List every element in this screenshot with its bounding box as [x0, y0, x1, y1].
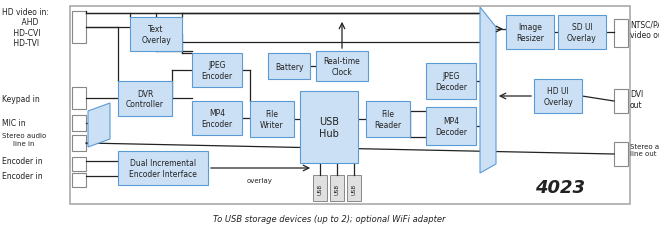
Text: 4023: 4023	[535, 178, 585, 196]
FancyBboxPatch shape	[268, 54, 310, 80]
FancyBboxPatch shape	[72, 157, 86, 171]
FancyBboxPatch shape	[426, 64, 476, 100]
FancyBboxPatch shape	[558, 16, 606, 50]
FancyBboxPatch shape	[118, 151, 208, 185]
Text: Real-time
Clock: Real-time Clock	[324, 57, 360, 76]
Text: MP4
Encoder: MP4 Encoder	[202, 109, 233, 128]
Text: NTSC/PAL
video out: NTSC/PAL video out	[630, 20, 659, 39]
Text: Stereo audio
line in: Stereo audio line in	[2, 133, 46, 146]
Text: USB: USB	[335, 183, 339, 194]
FancyBboxPatch shape	[506, 16, 554, 50]
Text: DVI
out: DVI out	[630, 90, 643, 109]
FancyBboxPatch shape	[72, 12, 86, 44]
Text: To USB storage devices (up to 2); optional WiFi adapter: To USB storage devices (up to 2); option…	[214, 215, 445, 224]
Text: HD UI
Overlay: HD UI Overlay	[543, 87, 573, 106]
FancyBboxPatch shape	[72, 116, 86, 131]
Text: File
Writer: File Writer	[260, 110, 284, 129]
Text: SD UI
Overlay: SD UI Overlay	[567, 23, 597, 42]
Text: Dual Incremental
Encoder Interface: Dual Incremental Encoder Interface	[129, 159, 197, 178]
FancyBboxPatch shape	[316, 52, 368, 82]
Text: USB: USB	[318, 183, 322, 194]
FancyBboxPatch shape	[72, 135, 86, 151]
Text: File
Reader: File Reader	[374, 110, 401, 129]
Text: HD video in:
    AHD
 HD-CVI
 HD-TVI: HD video in: AHD HD-CVI HD-TVI	[2, 8, 49, 48]
Text: USB: USB	[351, 183, 357, 194]
FancyBboxPatch shape	[192, 54, 242, 88]
Text: Keypad in: Keypad in	[2, 94, 40, 103]
FancyBboxPatch shape	[347, 175, 361, 201]
FancyBboxPatch shape	[534, 80, 582, 114]
Polygon shape	[480, 8, 496, 173]
FancyBboxPatch shape	[614, 142, 628, 166]
FancyBboxPatch shape	[366, 101, 410, 137]
Text: Image
Resizer: Image Resizer	[516, 23, 544, 42]
Text: MIC in: MIC in	[2, 119, 26, 128]
Text: Text
Overlay: Text Overlay	[141, 25, 171, 44]
Text: overlay: overlay	[247, 177, 273, 183]
FancyBboxPatch shape	[614, 90, 628, 114]
FancyBboxPatch shape	[72, 173, 86, 187]
Text: DVR
Controller: DVR Controller	[126, 89, 164, 109]
FancyBboxPatch shape	[614, 20, 628, 48]
Polygon shape	[88, 104, 110, 147]
FancyBboxPatch shape	[72, 88, 86, 109]
Text: USB
Hub: USB Hub	[319, 117, 339, 138]
FancyBboxPatch shape	[192, 101, 242, 135]
Text: Encoder in: Encoder in	[2, 157, 43, 166]
FancyBboxPatch shape	[118, 82, 172, 116]
FancyBboxPatch shape	[300, 92, 358, 163]
FancyBboxPatch shape	[330, 175, 344, 201]
FancyBboxPatch shape	[70, 7, 630, 204]
Text: MP4
Decoder: MP4 Decoder	[435, 117, 467, 136]
FancyBboxPatch shape	[426, 108, 476, 145]
Text: Stereo audio
line out: Stereo audio line out	[630, 144, 659, 157]
Text: Encoder in: Encoder in	[2, 172, 43, 181]
Text: JPEG
Decoder: JPEG Decoder	[435, 72, 467, 91]
FancyBboxPatch shape	[250, 101, 294, 137]
Text: Battery: Battery	[275, 62, 303, 71]
FancyBboxPatch shape	[130, 18, 182, 52]
FancyBboxPatch shape	[313, 175, 327, 201]
Text: JPEG
Encoder: JPEG Encoder	[202, 61, 233, 80]
